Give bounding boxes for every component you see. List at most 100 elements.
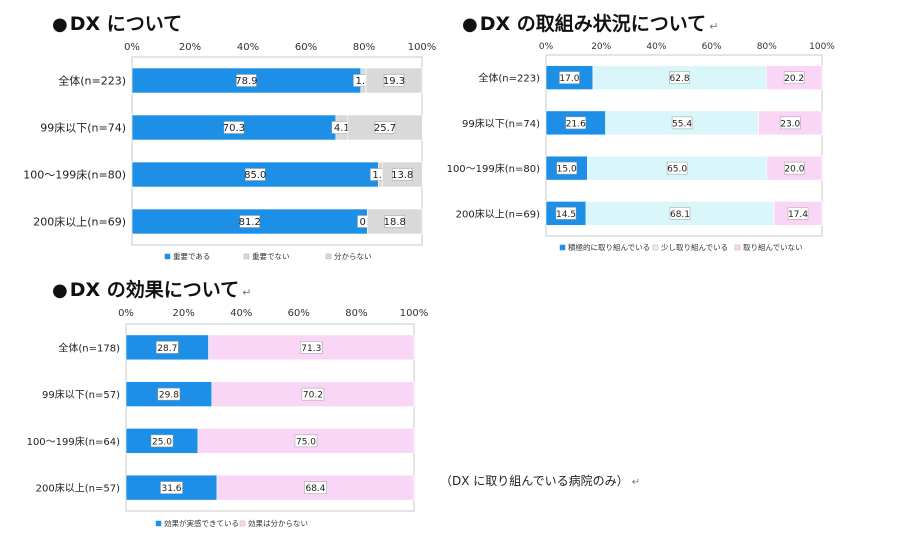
- category-label: 全体(n=223): [478, 72, 540, 85]
- legend-swatch: [155, 520, 162, 527]
- bar-segment: [131, 208, 368, 235]
- data-label: 19.3: [383, 76, 405, 87]
- data-label: 15.0: [557, 165, 577, 175]
- data-label: 23.0: [780, 119, 800, 129]
- x-tick-label: 100%: [400, 308, 429, 319]
- x-tick-label: 60%: [295, 42, 317, 53]
- data-label-box: [392, 168, 413, 181]
- plot-frame: [131, 56, 423, 246]
- data-label-box: [150, 434, 174, 448]
- chart-title-dx-about: ● DX について: [52, 9, 182, 36]
- legend-label: 重要でない: [252, 252, 290, 261]
- data-label: 21.6: [566, 119, 586, 129]
- data-label-box: [669, 71, 690, 84]
- data-label: 28.7: [157, 344, 177, 354]
- data-label-box: [555, 207, 577, 220]
- data-label-box: [294, 434, 318, 448]
- data-label: 55.4: [672, 119, 692, 129]
- data-label-box: [304, 481, 327, 494]
- data-label-box: [666, 161, 688, 175]
- data-label: 78.9: [235, 76, 257, 87]
- data-label-box: [160, 481, 183, 494]
- x-tick-label: 20%: [179, 42, 201, 53]
- data-label-box: [245, 168, 266, 181]
- data-label: 85.0: [244, 170, 266, 181]
- legend-label: 分からない: [334, 252, 372, 261]
- data-label-box: [156, 341, 179, 354]
- plot-frame: [125, 323, 415, 512]
- data-label: 17.0: [559, 74, 579, 84]
- category-label: 200床以上(n=69): [33, 215, 126, 229]
- category-label: 99床以下(n=57): [42, 388, 120, 401]
- data-label: 70.2: [303, 391, 323, 401]
- legend-swatch: [559, 244, 566, 251]
- legend-label: 取り組んでいない: [743, 242, 803, 252]
- x-tick-label: 100%: [809, 42, 835, 52]
- data-label-box: [374, 121, 396, 134]
- data-label: 70.3: [223, 123, 245, 134]
- x-tick-label: 60%: [702, 42, 722, 52]
- chart-title-dx-efforts: ● DX の取組み状況について ↵: [462, 9, 718, 36]
- data-label: 1.3: [372, 170, 388, 181]
- data-label-box: [783, 71, 805, 84]
- footnote-text: （DX に取り組んでいる病院のみ）: [440, 474, 629, 488]
- data-label-box: [301, 387, 325, 401]
- x-tick-label: 0%: [118, 308, 134, 319]
- category-label: 全体(n=178): [58, 341, 120, 354]
- data-label-box: [669, 207, 691, 220]
- x-tick-label: 20%: [172, 308, 194, 319]
- data-label: 13.8: [391, 170, 413, 181]
- chart-title-dx-effect: ● DX の効果について ↵: [52, 275, 251, 302]
- chart-title-text: DX について: [69, 13, 183, 35]
- data-label: 75.0: [296, 437, 316, 447]
- legend-swatch: [239, 520, 246, 527]
- data-label-box: [671, 116, 693, 130]
- footnote-dx-hospitals-only: （DX に取り組んでいる病院のみ） ↵: [440, 472, 640, 489]
- data-label: 62.8: [670, 74, 690, 84]
- category-label: 全体(n=223): [58, 74, 126, 88]
- bullet-icon: ●: [462, 14, 478, 35]
- data-label: 20.0: [784, 165, 804, 175]
- category-label: 100～199床(n=80): [23, 168, 126, 182]
- x-tick-label: 40%: [646, 42, 666, 52]
- category-label: 100～199床(n=80): [447, 162, 541, 175]
- bar-segment: [125, 334, 209, 361]
- data-label-box: [787, 207, 809, 220]
- x-tick-label: 80%: [757, 42, 777, 52]
- category-label: 99床以下(n=74): [40, 121, 126, 135]
- data-label-box: [780, 116, 801, 130]
- data-label-box: [384, 215, 405, 228]
- category-label: 200床以上(n=69): [456, 207, 540, 220]
- legend-swatch: [325, 253, 332, 260]
- legend-label: 少し取り組んでいる: [661, 242, 728, 252]
- return-mark-icon: ↵: [242, 286, 252, 299]
- chart-title-text: DX の効果について: [69, 279, 240, 301]
- data-label-box: [300, 341, 323, 354]
- return-mark-icon: ↵: [709, 20, 719, 33]
- data-label: 25.7: [374, 123, 396, 134]
- data-label-box: [239, 215, 260, 228]
- bullet-icon: ●: [52, 280, 68, 301]
- category-label: 200床以上(n=57): [36, 482, 120, 495]
- legend-label: 積極的に取り組んでいる: [568, 242, 650, 252]
- x-tick-label: 80%: [353, 42, 375, 53]
- data-label: 71.3: [301, 344, 321, 354]
- x-tick-label: 100%: [408, 42, 437, 53]
- legend-label: 重要である: [173, 252, 210, 261]
- legend-swatch: [734, 244, 741, 251]
- legend-label: 効果が実感できている: [164, 518, 239, 528]
- x-tick-label: 0%: [124, 42, 140, 53]
- data-label-box: [556, 161, 577, 175]
- data-label-box: [383, 74, 405, 87]
- data-label-box: [784, 161, 805, 175]
- data-label: 20.2: [784, 74, 804, 84]
- x-tick-label: 80%: [345, 308, 367, 319]
- data-label: 17.4: [788, 210, 808, 220]
- category-label: 100～199床(n=64): [27, 435, 121, 448]
- data-label-box: [223, 121, 245, 134]
- return-mark-icon: ↵: [631, 477, 641, 488]
- data-label: 81.2: [239, 217, 261, 228]
- bar-segment: [365, 67, 423, 94]
- legend-swatch: [164, 253, 171, 260]
